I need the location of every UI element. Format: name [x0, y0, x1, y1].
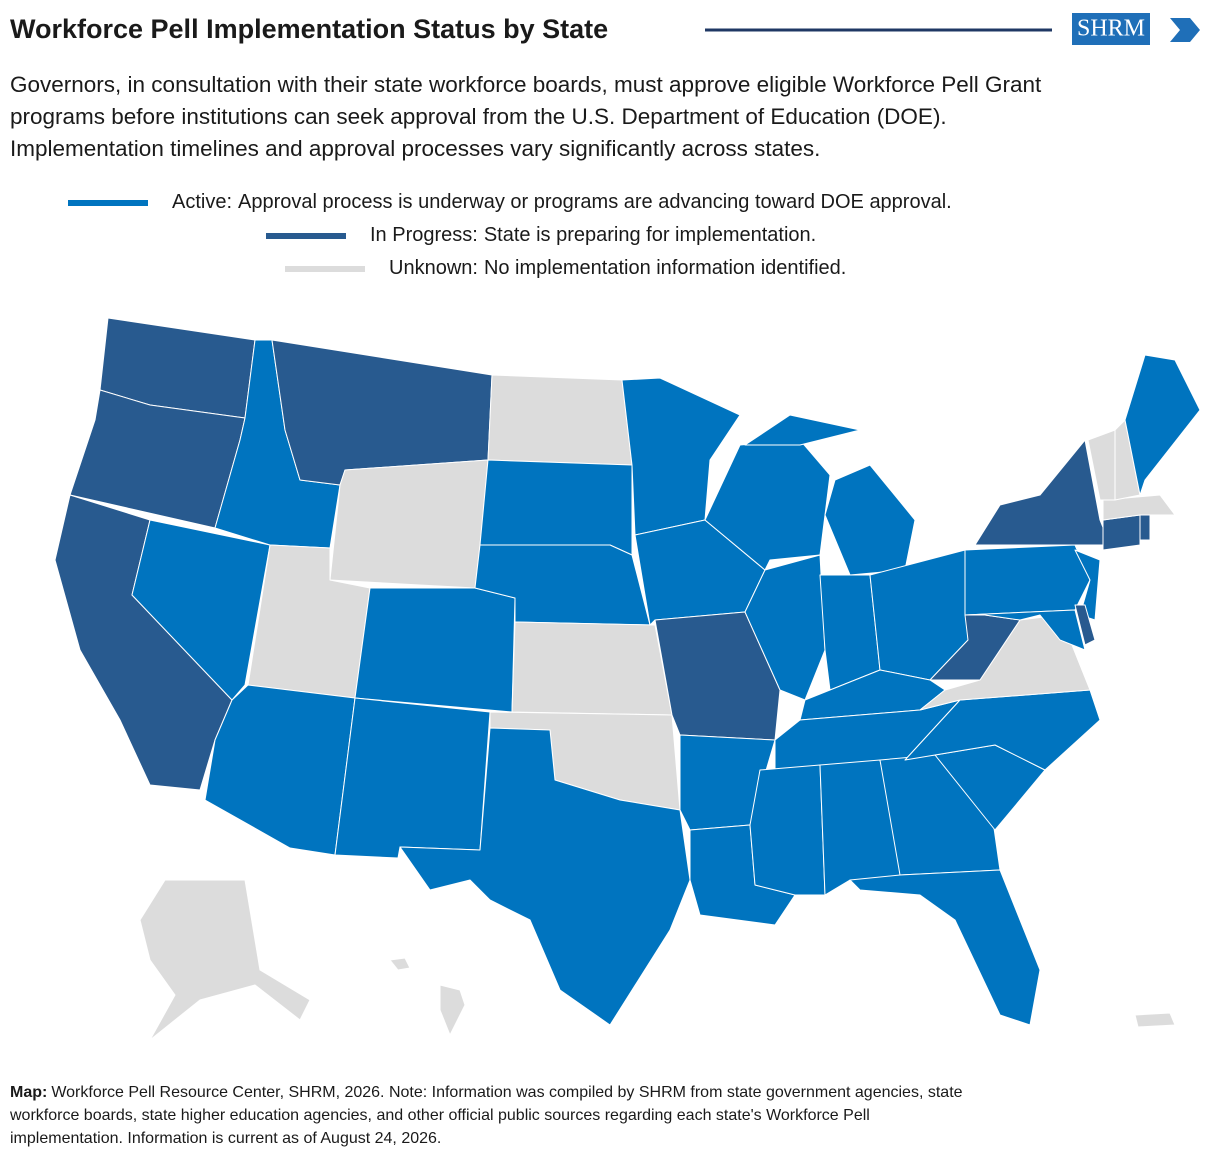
footnote-label: Map:: [10, 1084, 47, 1101]
state-region: [621, 377, 741, 536]
logo-mark: [1170, 18, 1200, 42]
state-region: [354, 587, 516, 713]
legend-description: State is preparing for implementation.: [484, 224, 816, 246]
state-region: [204, 684, 356, 856]
logo-box: [1072, 13, 1150, 45]
state-region: [334, 697, 491, 859]
legend-entry: Active: Approval process is underway or p…: [172, 191, 952, 213]
legend-label: Unknown:: [389, 257, 478, 279]
state-region: [919, 614, 1091, 711]
legend-label: In Progress:: [370, 224, 478, 246]
footnote-line: implementation. Information is current a…: [10, 1130, 441, 1147]
state-region: [1139, 514, 1151, 541]
state-region: [1102, 514, 1141, 551]
legend-entry: In Progress: State is preparing for imple…: [370, 224, 816, 246]
footnote-text: Workforce Pell Resource Center, SHRM, 20…: [51, 1084, 962, 1101]
state-region: [1074, 604, 1096, 646]
state-region: [479, 459, 633, 556]
legend-entry: Unknown: No implementation information id…: [389, 257, 846, 279]
state-region: [1102, 494, 1176, 521]
footnote-line: Map: Workforce Pell Resource Center, SHRM…: [10, 1084, 963, 1101]
state-region: [819, 574, 881, 691]
state-region: [964, 609, 1086, 651]
state-region: [511, 621, 673, 716]
legend-description: No implementation information identified…: [484, 257, 846, 279]
state-region: [849, 869, 1041, 1026]
state-region: [749, 764, 826, 896]
logo: SHRM: [1077, 16, 1145, 42]
state-region: [1124, 354, 1201, 496]
state-region: [131, 519, 271, 701]
state-region: [139, 879, 311, 1041]
subtitle-line: programs before institutions can seek ap…: [10, 104, 947, 129]
state-region: [487, 374, 633, 466]
subtitle-line: Implementation timelines and approval pr…: [10, 136, 820, 161]
state-region: [964, 544, 1091, 616]
state-region: [329, 459, 489, 589]
legend-label: Active:: [172, 191, 232, 213]
state-region: [974, 439, 1111, 546]
state-region: [389, 957, 466, 1036]
subtitle-line: Governors, in consultation with their st…: [10, 72, 1042, 97]
state-region: [399, 727, 691, 1026]
footnote-line: workforce boards, state higher education…: [9, 1107, 870, 1124]
title: Workforce Pell Implementation Status by …: [10, 14, 608, 44]
state-region: [1134, 1012, 1176, 1028]
legend-description: Approval process is underway or programs…: [238, 191, 952, 213]
